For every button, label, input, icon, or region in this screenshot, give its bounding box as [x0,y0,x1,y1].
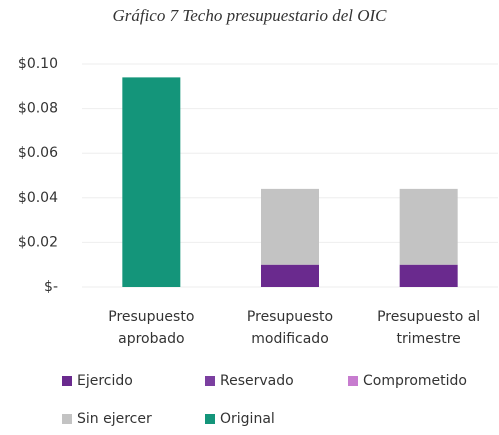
legend-label: Original [220,411,275,427]
legend-label: Comprometido [363,373,467,389]
legend-swatch [62,414,72,424]
legend-swatch [205,414,215,424]
y-tick-label: $- [44,279,58,295]
bar-segment [261,188,319,265]
legend-item: Sin ejercer [62,411,152,427]
bar-segment [122,77,181,287]
bar-segment [399,188,458,265]
bar-segment [399,264,458,287]
legend-swatch [205,376,215,386]
x-tick-label: Presupuesto al trimestre [377,309,481,347]
legend-item: Comprometido [348,373,467,389]
chart-title: Gráfico 7 Techo presupuestario del OIC [112,6,387,25]
y-tick-label: $0.06 [18,145,58,161]
x-tick-label: Presupuesto aprobado [108,309,195,347]
legend-item: Ejercido [62,373,133,389]
legend-item: Original [205,411,275,427]
y-tick-label: $0.10 [18,56,58,72]
legend-label: Ejercido [77,373,133,389]
bar-segment [261,264,319,287]
legend-item: Reservado [205,373,294,389]
legend-label: Reservado [220,373,294,389]
x-tick-label: Presupuesto modificado [246,309,334,347]
legend-swatch [348,376,358,386]
legend-label: Sin ejercer [77,411,152,427]
y-tick-label: $0.04 [18,190,58,206]
y-tick-label: $0.02 [18,234,58,250]
y-tick-label: $0.08 [18,101,58,117]
legend-swatch [62,376,72,386]
